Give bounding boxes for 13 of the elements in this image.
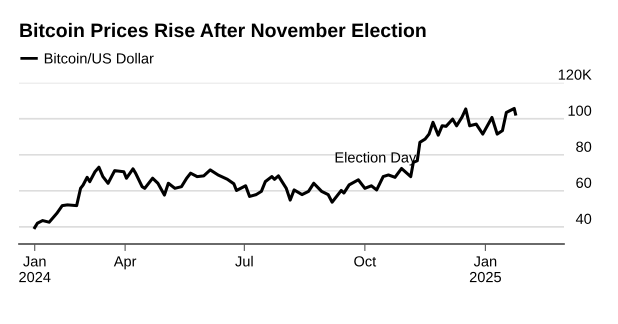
chart-title: Bitcoin Prices Rise After November Election xyxy=(20,22,426,38)
y-tick-label: 120K xyxy=(558,69,592,80)
x-tick-label: Apr xyxy=(114,256,136,270)
y-tick-label: 100 xyxy=(568,106,592,116)
x-tick-label: Jan 2024 xyxy=(19,256,51,282)
y-tick-label: 60 xyxy=(576,178,592,188)
y-tick-label: 80 xyxy=(576,142,592,152)
x-tick-label: Jul xyxy=(235,256,253,267)
legend-label: Bitcoin/US Dollar xyxy=(44,52,154,64)
x-tick-label: Oct xyxy=(354,256,376,267)
x-tick-label: Jan 2025 xyxy=(470,256,502,282)
annotation: Election Day xyxy=(336,152,416,166)
y-tick-label: 40 xyxy=(576,214,592,224)
